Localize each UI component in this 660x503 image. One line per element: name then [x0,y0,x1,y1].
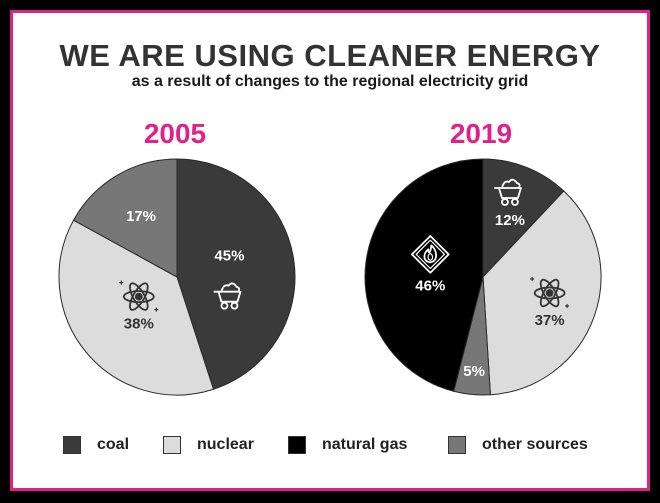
page-subtitle: as a result of changes to the regional e… [131,73,529,90]
atom-icon [530,276,570,309]
page-title: WE ARE USING CLEANER ENERGY [59,38,601,73]
pie-chart-2019: 12% 37% 5% 46% [364,158,602,396]
pie-label-nuclear: 38% [124,316,154,333]
pie-slice-natural-gas [364,158,484,392]
pie-chart-2005: 45% 38% 17% [58,158,296,396]
coal-cart-icon [494,178,522,206]
legend-swatch-other-sources [448,436,466,454]
legend-label-coal: coal [97,436,130,453]
legend-label-other-sources: other sources [482,436,588,453]
legend-item-coal: coal [63,433,129,457]
pie-title-2005: 2005 [143,118,207,149]
pie-label-coal: 45% [214,248,244,265]
pie-label-coal: 12% [495,212,525,229]
gas-flame-icon [411,235,450,274]
legend-swatch-coal [63,436,81,454]
pie-title-2019: 2019 [449,118,513,149]
pie-label-natural-gas: 46% [415,277,445,294]
pie-slice-other-sources [72,158,178,278]
pie-label-nuclear: 37% [535,312,565,329]
infographic-card: WE ARE USING CLEANER ENERGY as a result … [10,10,650,491]
legend-item-natural-gas: natural gas [288,433,407,457]
legend-swatch-nuclear [163,436,181,454]
legend-label-natural-gas: natural gas [322,436,408,453]
pie-label-other-sources: 17% [126,208,156,225]
pie-slice-coal [176,158,296,390]
pie-charts: 45% 38% 17% 12% 37% 5% 46% [58,158,602,396]
coal-cart-icon [213,282,242,310]
atom-icon [119,280,159,312]
legend-item-other-sources: other sources [448,433,588,457]
pie-label-other-sources: 5% [463,363,485,380]
legend-item-nuclear: nuclear [163,433,254,457]
legend-label-nuclear: nuclear [197,436,254,453]
legend-swatch-natural-gas [288,436,306,454]
pie-slice-nuclear [482,190,602,396]
legend: coal nuclear natural gas other sources [63,433,617,463]
